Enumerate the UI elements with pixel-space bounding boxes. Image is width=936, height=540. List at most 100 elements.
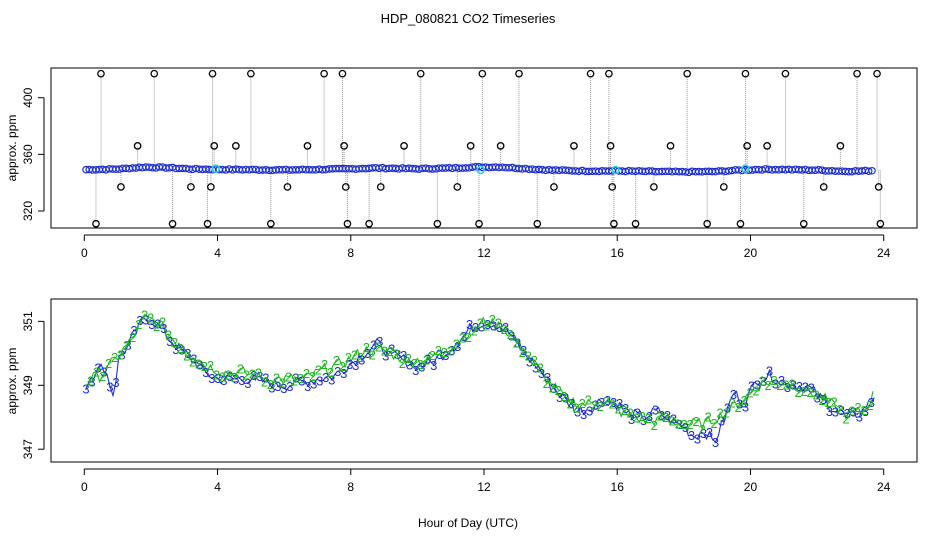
bottom-x-tick-label: 12 xyxy=(477,480,491,494)
bottom-series-marker-3: 3 xyxy=(850,404,857,419)
bottom-series-marker-2: 2 xyxy=(645,411,652,426)
bottom-series-marker-2: 2 xyxy=(579,396,586,411)
bottom-series-marker-2: 2 xyxy=(387,344,394,359)
bottom-series-marker-3: 3 xyxy=(664,408,671,423)
bottom-series-marker-2: 2 xyxy=(687,417,694,432)
bottom-series-marker-2: 2 xyxy=(399,356,406,371)
bottom-series-marker-2: 2 xyxy=(651,418,658,433)
bottom-series-marker-2: 2 xyxy=(243,367,250,382)
bottom-series-marker-3: 3 xyxy=(862,404,869,419)
top-outlier-point xyxy=(232,142,240,150)
bottom-series-marker-2: 2 xyxy=(465,330,472,345)
top-outlier-point xyxy=(873,69,881,78)
bottom-series-marker-3: 3 xyxy=(340,366,347,381)
bottom-series-marker-2: 2 xyxy=(519,345,526,360)
top-x-tick-label: 12 xyxy=(477,246,491,260)
top-outlier-point xyxy=(97,69,105,78)
bottom-series-marker-3: 3 xyxy=(460,329,467,344)
top-outlier-point xyxy=(743,142,751,150)
top-outlier-point xyxy=(92,219,100,228)
bottom-series-marker-3: 3 xyxy=(550,381,557,396)
top-outlier-point xyxy=(400,142,408,150)
bottom-series-marker-3: 3 xyxy=(604,393,611,408)
top-outlier-point xyxy=(736,219,745,228)
bottom-series-marker-3: 3 xyxy=(454,339,461,354)
top-outlier-point xyxy=(799,219,808,228)
bottom-x-tick-label: 16 xyxy=(611,480,625,494)
top-outlier-point xyxy=(763,142,771,150)
bottom-series-marker-3: 3 xyxy=(184,346,191,361)
bottom-series-line-2 xyxy=(87,313,874,431)
bottom-series-marker-2: 2 xyxy=(603,394,610,409)
bottom-series-marker-3: 3 xyxy=(436,347,443,362)
bottom-series-marker-2: 2 xyxy=(639,409,646,424)
bottom-series-marker-2: 2 xyxy=(633,410,640,425)
top-outlier-point xyxy=(433,219,442,228)
bottom-y-tick-label: 347 xyxy=(21,439,35,459)
top-outlier-point xyxy=(853,69,861,78)
bottom-series-marker-2: 2 xyxy=(489,312,496,327)
top-outlier-point xyxy=(340,142,348,150)
bottom-series-marker-3: 3 xyxy=(592,398,599,413)
bottom-series-marker-2: 2 xyxy=(495,315,502,330)
bottom-series-marker-2: 2 xyxy=(261,375,268,390)
bottom-series-marker-3: 3 xyxy=(304,379,311,394)
bottom-series-marker-2: 2 xyxy=(447,343,454,358)
bottom-series-marker-3: 3 xyxy=(262,371,269,386)
bottom-x-tick-label: 4 xyxy=(214,480,221,494)
top-outlier-point xyxy=(533,219,542,228)
bottom-series-marker-2: 2 xyxy=(171,335,178,350)
bottom-series-marker-3: 3 xyxy=(484,317,491,332)
bottom-series-marker-2: 2 xyxy=(717,406,724,421)
bottom-series-marker-3: 3 xyxy=(682,420,689,435)
bottom-series-marker-2: 2 xyxy=(627,406,634,421)
bottom-series-marker-2: 2 xyxy=(723,406,730,421)
bottom-series-marker-3: 3 xyxy=(274,379,281,394)
bottom-series-marker-2: 2 xyxy=(249,367,256,382)
bottom-series-marker-3: 3 xyxy=(148,317,155,332)
bottom-series-marker-2: 2 xyxy=(405,351,412,366)
bottom-series-marker-2: 2 xyxy=(237,362,244,377)
bottom-series-marker-3: 3 xyxy=(574,404,581,419)
bottom-series-marker-2: 2 xyxy=(459,330,466,345)
bottom-panel: 3333333333333333333333333333333333333333… xyxy=(5,298,918,494)
bottom-series-marker-2: 2 xyxy=(788,376,795,391)
top-outlier-point xyxy=(246,69,255,78)
bottom-series-marker-3: 3 xyxy=(394,347,401,362)
bottom-series-marker-2: 2 xyxy=(201,359,208,374)
bottom-series-marker-3: 3 xyxy=(652,403,659,418)
bottom-series-marker-3: 3 xyxy=(256,369,263,384)
bottom-series-marker-3: 3 xyxy=(544,370,551,385)
bottom-series-marker-3: 3 xyxy=(784,380,791,395)
bottom-series-marker-3: 3 xyxy=(658,408,665,423)
top-outlier-point xyxy=(550,183,558,191)
bottom-series-marker-3: 3 xyxy=(688,428,695,443)
top-outlier-point xyxy=(819,183,828,191)
bottom-series-marker-2: 2 xyxy=(830,395,837,410)
bottom-series-marker-2: 2 xyxy=(195,356,202,371)
bottom-series-marker-3: 3 xyxy=(856,410,863,425)
bottom-series-marker-3: 3 xyxy=(358,352,365,367)
bottom-series-marker-3: 3 xyxy=(568,396,575,411)
bottom-series-marker-2: 2 xyxy=(453,336,460,351)
bottom-series-marker-2: 2 xyxy=(129,330,136,345)
bottom-series-marker-2: 2 xyxy=(327,365,334,380)
bottom-series-marker-3: 3 xyxy=(376,334,383,349)
bottom-series-marker-2: 2 xyxy=(333,353,340,368)
bottom-series-marker-2: 2 xyxy=(435,343,442,358)
bottom-series-marker-2: 2 xyxy=(567,397,574,412)
bottom-series-line-3 xyxy=(85,316,875,443)
bottom-series-marker-3: 3 xyxy=(214,371,221,386)
bottom-series-marker-2: 2 xyxy=(153,319,160,334)
bottom-series-marker-2: 2 xyxy=(285,370,292,385)
bottom-series-marker-3: 3 xyxy=(370,337,377,352)
top-outlier-point xyxy=(650,183,658,191)
top-outlier-drop-lines xyxy=(95,73,881,224)
bottom-series-marker-2: 2 xyxy=(219,369,226,384)
top-outlier-point xyxy=(266,219,275,228)
top-outlier-point xyxy=(515,69,523,78)
bottom-series-marker-3: 3 xyxy=(814,390,821,405)
bottom-series-marker-2: 2 xyxy=(345,350,352,365)
bottom-series-marker-3: 3 xyxy=(238,373,245,388)
top-outlier-point xyxy=(719,183,728,191)
